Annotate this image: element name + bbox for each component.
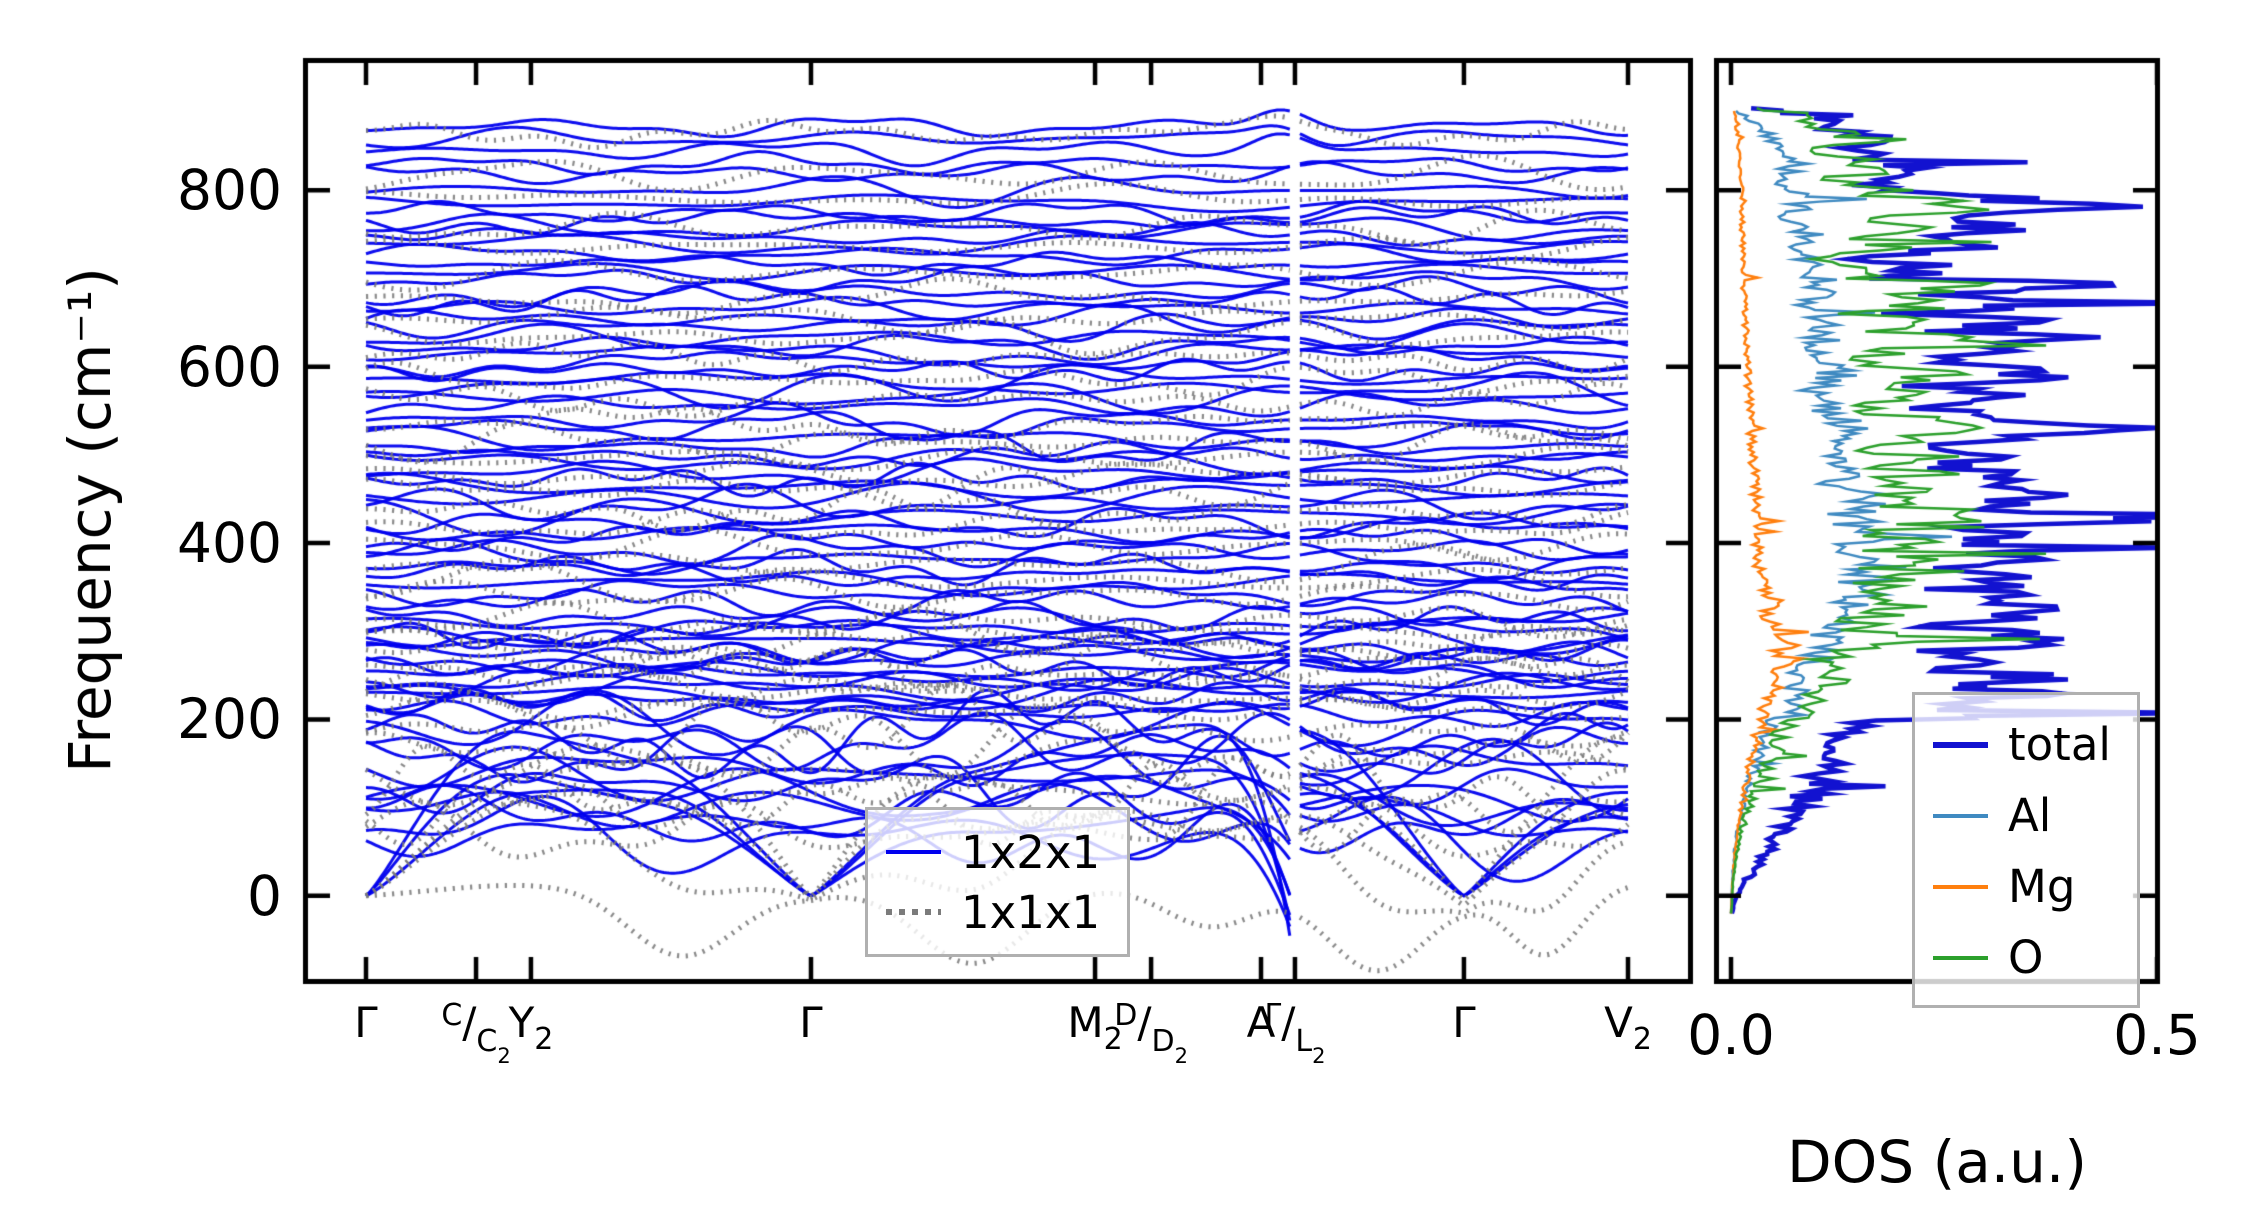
legend-entry-label: 1x2x1	[961, 825, 1101, 879]
kpath-tick-label: A	[1247, 1002, 1276, 1044]
kpath-label-part: /	[462, 998, 477, 1047]
kpath-tick-label: D/D2	[1114, 1001, 1188, 1067]
kpath-label-part: V	[1604, 998, 1633, 1047]
legend-entry-label: O	[2008, 931, 2044, 984]
kpath-label-part: 2	[534, 1022, 554, 1057]
frequency-tick-label: 0	[247, 863, 282, 928]
dos-axis-label: DOS (a.u.)	[1787, 1128, 2087, 1196]
kpath-tick-label: Γ/L2	[1264, 1001, 1325, 1067]
kpath-label-part: L	[1295, 1024, 1313, 1059]
kpath-label-part: 2	[1174, 1044, 1188, 1068]
kpath-label-part: 2	[1103, 1022, 1123, 1057]
kpath-label-part: D	[1114, 998, 1138, 1033]
kpath-tick-label: V2	[1604, 1002, 1652, 1055]
legend-entry: 1x2x1	[868, 822, 1127, 882]
legend-entry-label: Al	[2008, 789, 2052, 842]
legend-entry: Mg	[1915, 851, 2137, 922]
kpath-label-part: Γ	[1452, 998, 1476, 1047]
dos-tick-label: 0.5	[2113, 1003, 2201, 1067]
kpath-label-part: D	[1151, 1024, 1175, 1059]
legend-line-sample-solid	[886, 850, 941, 854]
kpath-label-part: Γ	[799, 998, 823, 1047]
band-legend: 1x2x1 1x1x1	[865, 807, 1130, 957]
dos-tick-label: 0.0	[1687, 1003, 1775, 1067]
kpath-label-part: 2	[1312, 1044, 1326, 1068]
kpath-tick-label: Y2	[509, 1002, 554, 1055]
legend-line-sample-solid	[1933, 741, 1988, 748]
kpath-label-part: 2	[497, 1044, 511, 1068]
dos-legend: total Al Mg O	[1912, 692, 2140, 1008]
kpath-label-part: C	[476, 1024, 498, 1059]
kpath-label-part: /	[1281, 998, 1296, 1047]
kpath-label-part: /	[1137, 998, 1152, 1047]
legend-entry: 1x1x1	[868, 882, 1127, 942]
kpath-label-part: A	[1246, 998, 1276, 1047]
legend-line-sample-dotted	[886, 909, 941, 915]
legend-entry-label: total	[2008, 718, 2111, 771]
kpath-label-part: 2	[1632, 1022, 1652, 1057]
legend-entry: total	[1915, 709, 2137, 780]
kpath-tick-label: C/C2	[441, 1001, 510, 1067]
frequency-tick-label: 800	[177, 158, 282, 223]
legend-line-sample-solid	[1933, 955, 1988, 960]
legend-entry-label: 1x1x1	[961, 885, 1101, 939]
kpath-label-part: C	[441, 998, 463, 1033]
kpath-tick-label: Γ	[799, 1002, 822, 1044]
kpath-tick-label: Γ	[354, 1002, 377, 1044]
legend-line-sample-solid	[1933, 813, 1988, 818]
kpath-label-part: Γ	[1264, 998, 1282, 1033]
kpath-label-part: Y	[508, 998, 535, 1047]
frequency-tick-label: 600	[177, 334, 282, 399]
legend-entry-label: Mg	[2008, 860, 2076, 913]
legend-entry: O	[1915, 922, 2137, 993]
legend-line-sample-solid	[1933, 884, 1988, 889]
kpath-tick-label: M2	[1067, 1002, 1122, 1055]
legend-entry: Al	[1915, 780, 2137, 851]
kpath-tick-label: Γ	[1452, 1002, 1475, 1044]
kpath-label-part: M	[1067, 998, 1104, 1047]
frequency-tick-label: 400	[177, 511, 282, 576]
frequency-tick-label: 200	[177, 687, 282, 752]
kpath-label-part: Γ	[354, 998, 378, 1047]
